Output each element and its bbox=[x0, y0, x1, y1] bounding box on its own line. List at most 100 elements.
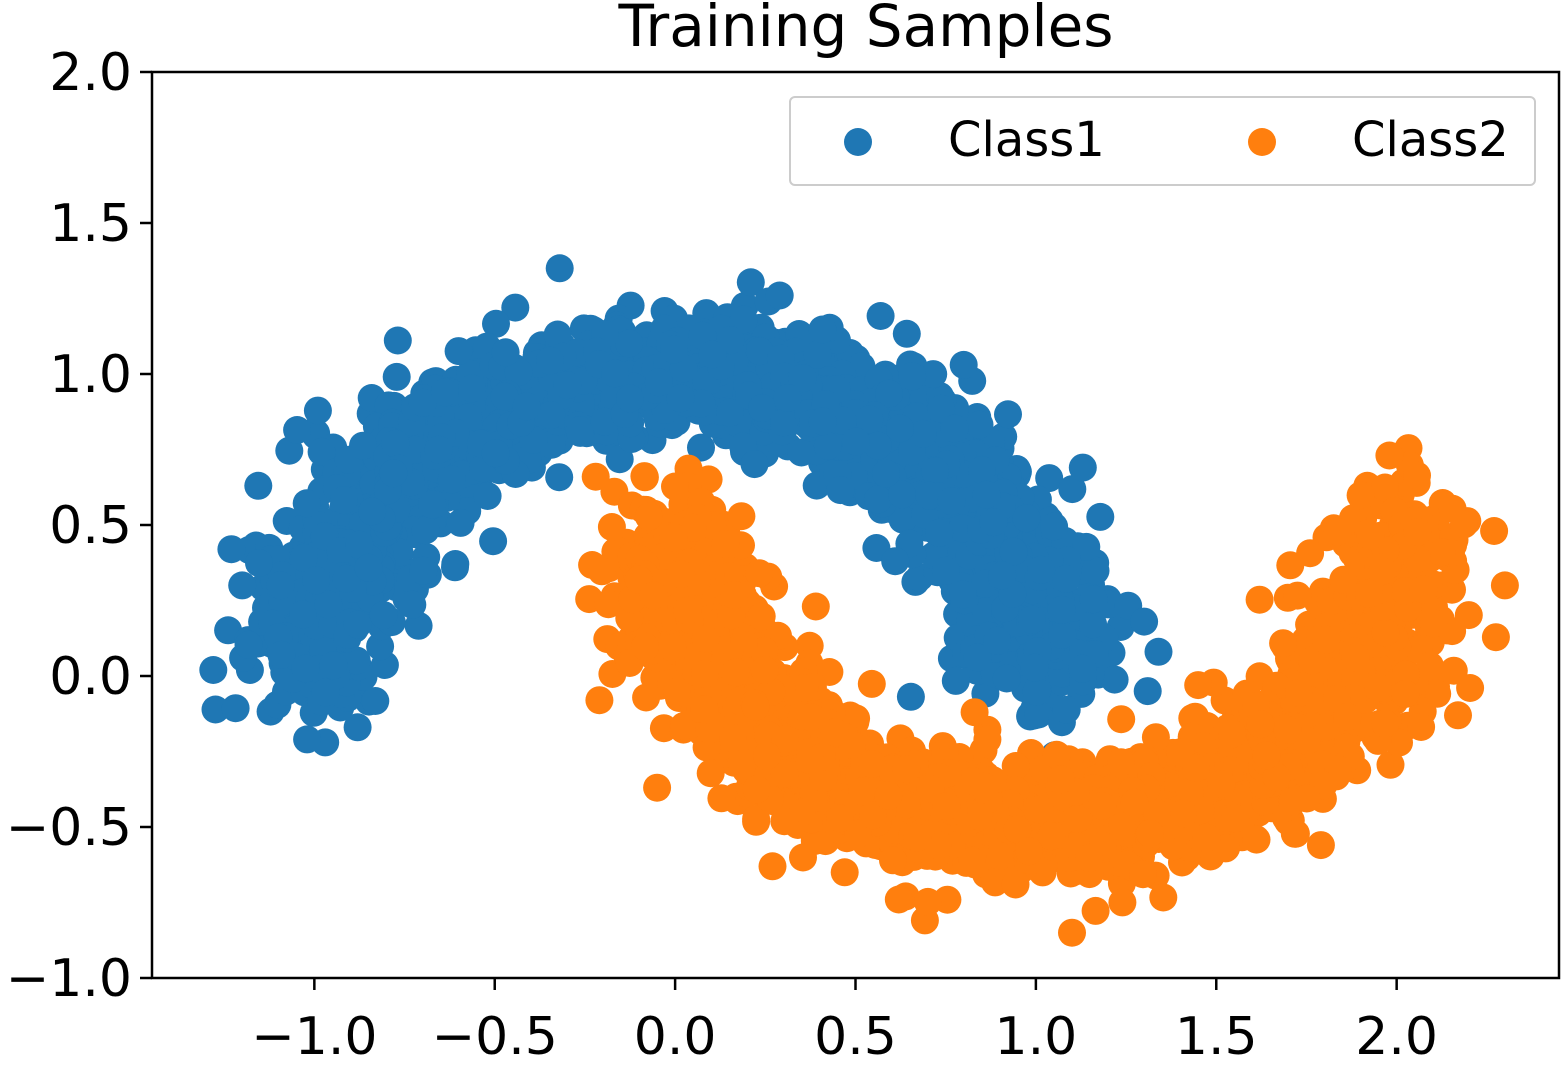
point-class2 bbox=[1346, 481, 1375, 510]
point-class1 bbox=[1081, 556, 1110, 585]
point-class1 bbox=[361, 687, 390, 715]
point-class2 bbox=[750, 655, 779, 684]
point-class2 bbox=[1312, 625, 1341, 654]
point-class1 bbox=[501, 293, 530, 322]
point-class1 bbox=[773, 384, 802, 412]
point-class1 bbox=[358, 497, 387, 526]
point-class1 bbox=[303, 396, 332, 425]
point-class1 bbox=[1086, 502, 1115, 531]
point-class2 bbox=[1120, 788, 1149, 817]
point-class2 bbox=[973, 725, 1002, 754]
point-class2 bbox=[1306, 831, 1335, 860]
point-class2 bbox=[771, 725, 800, 754]
point-class2 bbox=[830, 858, 859, 887]
point-class1 bbox=[1130, 607, 1159, 636]
point-class2 bbox=[1368, 557, 1397, 586]
point-class1 bbox=[949, 580, 977, 609]
point-class1 bbox=[601, 359, 630, 388]
point-class2 bbox=[727, 502, 756, 531]
point-class1 bbox=[430, 378, 459, 407]
point-class2 bbox=[1037, 822, 1066, 851]
y-tick-label: 1.0 bbox=[49, 345, 132, 405]
point-class1 bbox=[1068, 453, 1097, 482]
point-class1 bbox=[565, 416, 594, 445]
point-class2 bbox=[742, 804, 771, 833]
point-class1 bbox=[1024, 700, 1053, 729]
point-class1 bbox=[1040, 512, 1069, 541]
point-class1 bbox=[808, 407, 837, 436]
series-class2 bbox=[575, 434, 1519, 947]
point-class2 bbox=[958, 846, 986, 875]
point-class1 bbox=[245, 549, 273, 577]
point-class2 bbox=[1246, 710, 1275, 739]
point-class2 bbox=[1298, 646, 1327, 675]
point-class2 bbox=[1221, 804, 1250, 833]
point-class1 bbox=[892, 319, 921, 348]
point-class2 bbox=[1135, 819, 1164, 848]
point-class1 bbox=[855, 405, 884, 434]
point-class2 bbox=[903, 823, 932, 852]
chart-title: Training Samples bbox=[618, 0, 1114, 60]
y-tick-label: 2.0 bbox=[49, 43, 132, 103]
point-class2 bbox=[1207, 770, 1236, 798]
point-class1 bbox=[1133, 677, 1162, 706]
point-class1 bbox=[314, 590, 343, 619]
point-class1 bbox=[829, 406, 857, 435]
point-class1 bbox=[543, 320, 572, 349]
point-class2 bbox=[658, 633, 687, 662]
point-class1 bbox=[553, 371, 582, 400]
point-class1 bbox=[1100, 665, 1129, 694]
point-class2 bbox=[1129, 860, 1157, 889]
x-axis: −1.0 −0.5 0.0 0.5 1.0 1.5 2.0 bbox=[251, 978, 1438, 1065]
point-class2 bbox=[1107, 748, 1135, 777]
point-class1 bbox=[404, 611, 433, 640]
point-class2 bbox=[1003, 815, 1032, 844]
point-class1 bbox=[408, 388, 437, 417]
point-class1 bbox=[898, 362, 927, 391]
point-class1 bbox=[293, 725, 322, 754]
point-class2 bbox=[795, 745, 824, 774]
point-class1 bbox=[863, 485, 892, 514]
point-class2 bbox=[1182, 754, 1211, 783]
point-class2 bbox=[673, 596, 702, 625]
x-tick-label: 0.5 bbox=[814, 1007, 897, 1065]
scatter-points bbox=[199, 254, 1519, 947]
point-class2 bbox=[820, 718, 849, 747]
point-class2 bbox=[1490, 571, 1519, 600]
point-class1 bbox=[302, 566, 331, 595]
point-class2 bbox=[1284, 679, 1313, 708]
legend: Class1 Class2 bbox=[789, 96, 1536, 186]
point-class2 bbox=[1375, 441, 1404, 470]
point-class1 bbox=[349, 431, 377, 460]
point-class1 bbox=[826, 476, 855, 505]
point-class2 bbox=[874, 781, 903, 810]
point-class2 bbox=[913, 887, 942, 916]
point-class2 bbox=[879, 846, 907, 875]
point-class2 bbox=[727, 747, 756, 776]
point-class1 bbox=[1052, 695, 1081, 724]
point-class2 bbox=[1407, 713, 1436, 741]
point-class1 bbox=[841, 427, 870, 456]
legend-box bbox=[789, 96, 1536, 186]
point-class1 bbox=[345, 530, 374, 559]
point-class1 bbox=[379, 459, 408, 488]
point-class1 bbox=[888, 480, 916, 509]
legend-marker-class1 bbox=[844, 128, 872, 156]
point-class2 bbox=[859, 801, 887, 830]
x-tick-label: −0.5 bbox=[432, 1007, 558, 1065]
point-class2 bbox=[892, 755, 921, 783]
point-class1 bbox=[398, 590, 427, 619]
point-class1 bbox=[888, 505, 917, 534]
point-class1 bbox=[729, 305, 758, 334]
legend-label-class1: Class1 bbox=[948, 112, 1105, 168]
point-class1 bbox=[512, 392, 541, 421]
point-class1 bbox=[1027, 555, 1056, 584]
point-class1 bbox=[605, 445, 634, 474]
point-class1 bbox=[1079, 610, 1108, 639]
point-class2 bbox=[1252, 741, 1281, 770]
point-class2 bbox=[1371, 709, 1400, 738]
point-class2 bbox=[770, 807, 799, 836]
point-class1 bbox=[343, 713, 372, 742]
point-class1 bbox=[863, 431, 892, 460]
point-class1 bbox=[1047, 595, 1076, 624]
